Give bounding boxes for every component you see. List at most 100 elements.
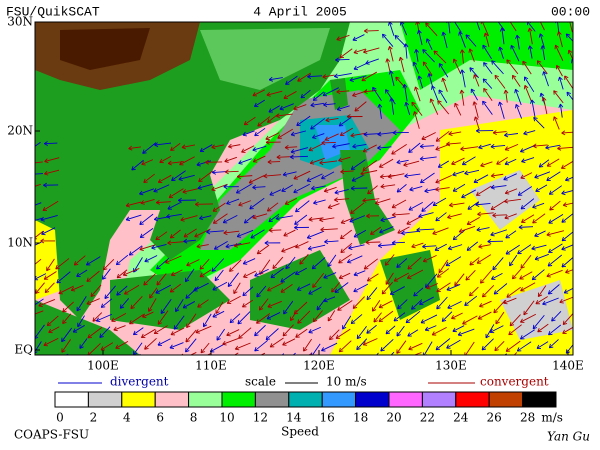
wind-vector <box>159 155 172 163</box>
wind-vector-head <box>40 219 45 222</box>
wind-vector-head <box>523 133 528 136</box>
wind-vector-head <box>547 290 551 295</box>
wind-vector-head <box>182 189 187 193</box>
wind-vector-head <box>61 339 66 343</box>
wind-vector-head <box>183 241 188 244</box>
wind-vector-head <box>384 261 387 266</box>
wind-vector-head <box>296 286 300 291</box>
wind-vector <box>432 326 447 336</box>
wind-vector-head <box>349 221 354 223</box>
wind-vector <box>397 299 408 310</box>
wind-vector-head <box>293 175 297 180</box>
wind-vector-head <box>473 74 475 79</box>
wind-vector-head <box>418 29 422 34</box>
wind-vector <box>494 341 505 351</box>
wind-vector-head <box>228 146 233 149</box>
wind-vector <box>260 352 266 355</box>
wind-vector-head <box>353 65 357 70</box>
wind-vector-head <box>229 318 232 323</box>
wind-vector-head <box>512 277 517 280</box>
wind-vector <box>386 58 391 73</box>
wind-vector <box>327 254 337 267</box>
wind-vector-head <box>481 348 487 351</box>
wind-vector-head <box>71 290 76 292</box>
wind-vector-head <box>266 207 270 212</box>
wind-vector-head <box>565 176 569 181</box>
wind-vector <box>259 259 271 275</box>
wind-vector <box>442 77 448 92</box>
wind-vector <box>534 230 546 237</box>
wind-vector-head <box>549 346 554 349</box>
wind-vector <box>143 273 156 286</box>
wind-vector-head <box>295 243 299 248</box>
wind-vector-head <box>346 258 350 263</box>
colorbar-label: 10 <box>219 411 234 425</box>
wind-vector <box>241 145 255 153</box>
wind-vector <box>104 285 116 299</box>
colorbar-box <box>455 391 490 408</box>
wind-vector-head <box>475 202 480 206</box>
wind-vector-head <box>558 31 562 35</box>
wind-vector-head <box>363 134 368 137</box>
wind-vector <box>334 189 349 194</box>
wind-vector <box>499 101 505 119</box>
wind-vector <box>265 328 279 341</box>
wind-vector-head <box>70 286 74 291</box>
wind-vector-head <box>180 219 185 222</box>
wind-vector-head <box>419 146 424 149</box>
wind-vector-head <box>493 359 495 363</box>
wind-vector-head <box>401 230 405 234</box>
wind-vector <box>325 118 339 121</box>
wind-vector <box>42 200 59 211</box>
wind-vector-head <box>379 232 384 234</box>
wind-vector <box>149 287 158 299</box>
wind-vector-head <box>492 212 497 216</box>
wind-vector-head <box>194 233 198 237</box>
wind-vector <box>532 314 545 330</box>
wind-vector-head <box>275 218 280 221</box>
wind-vector-head <box>464 170 468 174</box>
wind-vector-head <box>548 219 552 224</box>
wind-vector-head <box>265 139 270 143</box>
wind-vector <box>478 143 491 149</box>
wind-vector <box>508 324 522 336</box>
wind-vector <box>160 299 172 314</box>
wind-vector-head <box>242 260 246 265</box>
wind-vector-head <box>289 154 294 158</box>
wind-vector-head <box>467 205 470 210</box>
wind-vector-head <box>102 277 107 280</box>
wind-vector <box>210 343 226 353</box>
wind-vector <box>323 272 337 279</box>
wind-vector-head <box>257 122 260 127</box>
wind-vector-head <box>378 163 382 168</box>
wind-vector-head <box>308 219 313 222</box>
wind-vector <box>482 44 492 60</box>
wind-vector-head <box>335 57 339 61</box>
wind-vector-head <box>264 240 269 244</box>
wind-vector-head <box>131 168 136 171</box>
wind-vector-head <box>225 246 230 249</box>
wind-vector <box>353 229 367 238</box>
wind-vector <box>183 228 197 238</box>
wind-vector-head <box>156 281 158 286</box>
wind-vector <box>99 326 111 338</box>
wind-vector <box>276 113 293 117</box>
wind-vector-head <box>561 263 564 268</box>
wind-vector <box>477 212 494 215</box>
wind-vector <box>282 324 294 337</box>
wind-vector-head <box>508 358 509 362</box>
wind-vector-head <box>387 176 392 179</box>
wind-vector-head <box>521 161 526 164</box>
wind-vector <box>139 213 154 225</box>
wind-vector-head <box>416 30 420 35</box>
wind-vector-head <box>283 232 287 237</box>
wind-vector <box>168 188 184 199</box>
wind-vector <box>485 324 495 339</box>
wind-vector-head <box>40 238 45 242</box>
colorbar-label: 16 <box>320 411 335 425</box>
wind-vector-head <box>504 189 509 194</box>
wind-vector <box>141 328 156 338</box>
wind-vector-head <box>452 174 457 177</box>
wind-vector <box>140 199 155 204</box>
wind-vector-head <box>47 324 52 327</box>
